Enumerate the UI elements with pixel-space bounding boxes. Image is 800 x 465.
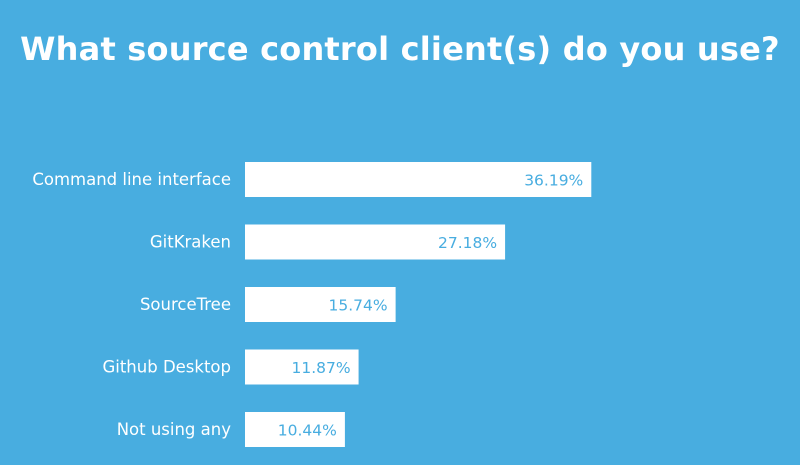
- value-label: 15.74%: [329, 297, 388, 315]
- bar-3: [245, 349, 359, 385]
- category-label: GitKraken: [150, 233, 231, 252]
- category-label: Not using any: [117, 420, 232, 439]
- bar-0: [245, 162, 592, 197]
- value-label: 27.18%: [438, 234, 497, 252]
- value-label: 36.19%: [524, 172, 583, 190]
- category-label: SourceTree: [140, 295, 231, 314]
- category-label: Command line interface: [32, 170, 231, 189]
- bar-4: [245, 412, 345, 447]
- bar-1: [245, 224, 506, 260]
- value-label: 11.87%: [291, 359, 350, 377]
- bar-2: [245, 287, 396, 322]
- value-label: 10.44%: [278, 422, 337, 440]
- category-label: Github Desktop: [102, 358, 231, 377]
- chart-title: What source control client(s) do you use…: [20, 30, 780, 68]
